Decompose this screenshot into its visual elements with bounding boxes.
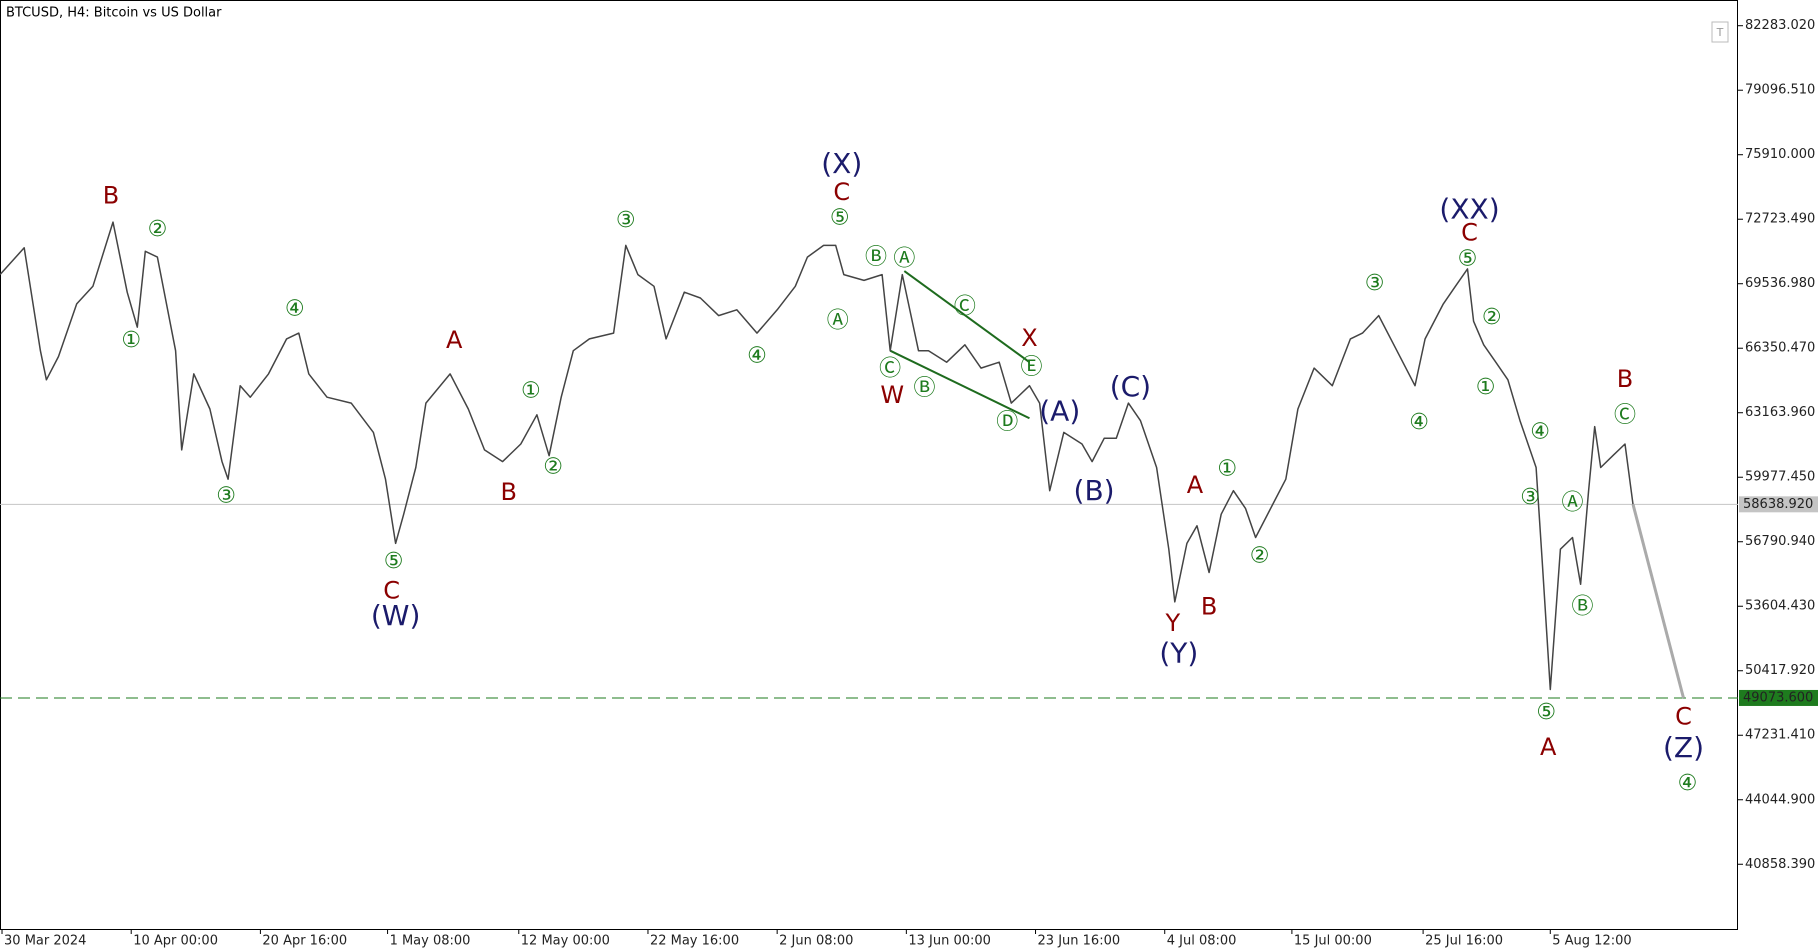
y-tick-label: 75910.000 (1745, 147, 1815, 162)
x-tick-label: 22 May 16:00 (650, 934, 739, 948)
wave-label: Ⓑ (914, 376, 936, 401)
x-tick-label: 25 Jul 16:00 (1425, 934, 1503, 948)
wave-label: ⑤ (1458, 246, 1478, 271)
wave-label: Ⓒ (879, 356, 901, 381)
wave-label: ③ (616, 208, 636, 233)
y-tick-label: 82283.020 (1745, 18, 1815, 33)
plot-frame (0, 0, 1738, 930)
x-tick-label: 5 Aug 12:00 (1552, 934, 1631, 948)
wave-label: (C) (1110, 370, 1151, 403)
wave-label: ⑤ (830, 205, 850, 230)
wave-label: ② (543, 454, 563, 479)
x-tick-label: 12 May 00:00 (521, 934, 610, 948)
wave-label: ① (1476, 375, 1496, 400)
wave-label: ③ (216, 484, 236, 509)
y-tick-label: 63163.960 (1745, 405, 1815, 420)
price-line-label: 58638.920 (1743, 497, 1813, 512)
wave-label: ② (1250, 543, 1270, 568)
wave-label: ① (1217, 457, 1237, 482)
wave-label: Y (1164, 609, 1180, 637)
wave-label: Ⓑ (865, 245, 887, 270)
wave-label: C (1461, 219, 1478, 247)
x-tick-label: 1 May 08:00 (390, 934, 471, 948)
x-tick-label: 15 Jul 00:00 (1294, 934, 1372, 948)
y-tick-label: 40858.390 (1745, 857, 1815, 872)
wave-label: B (1617, 365, 1633, 393)
y-tick-label: 53604.430 (1745, 599, 1815, 614)
wave-label: B (103, 181, 119, 209)
y-tick-label: 47231.410 (1745, 728, 1815, 743)
wave-label: ⑤ (384, 549, 404, 574)
wave-label: ② (1482, 305, 1502, 330)
wave-label: ⑤ (1536, 700, 1556, 725)
wave-label: ④ (1530, 419, 1550, 444)
x-tick-label: 13 Jun 00:00 (908, 934, 991, 948)
x-tick-label: 2 Jun 08:00 (779, 934, 853, 948)
y-tick-label: 79096.510 (1745, 83, 1815, 98)
y-tick-label: 66350.470 (1745, 341, 1815, 356)
price-line-box (1739, 496, 1818, 513)
wave-label: ① (121, 328, 141, 353)
y-tick-label: 56790.940 (1745, 534, 1815, 549)
wave-label: (A) (1039, 395, 1080, 428)
toolbar-icon-glyph: T (1716, 26, 1724, 39)
wave-label: Ⓒ (1614, 403, 1636, 428)
y-tick-label: 50417.920 (1745, 663, 1815, 678)
wave-label: (XX) (1439, 192, 1499, 225)
wave-label: (W) (371, 599, 421, 632)
wave-label: (Z) (1663, 731, 1704, 764)
wave-label: ③ (1365, 271, 1385, 296)
wave-label: Ⓐ (1561, 491, 1583, 516)
y-tick-label: 72723.490 (1745, 212, 1815, 227)
trendline (889, 349, 1030, 420)
toolbar-icon[interactable] (1711, 21, 1729, 43)
wave-label: Ⓓ (996, 410, 1018, 435)
wave-label: Ⓑ (1572, 595, 1594, 620)
wave-label: (B) (1074, 474, 1115, 507)
wave-label: Ⓐ (893, 246, 915, 271)
price-line-series (0, 221, 1634, 691)
wave-label: ④ (1409, 410, 1429, 435)
wave-label: ② (148, 217, 168, 242)
wave-label: ④ (285, 297, 305, 322)
wave-label: B (500, 478, 516, 506)
wave-label: C (833, 178, 850, 206)
wave-label: C (1675, 702, 1692, 730)
y-tick-label: 59977.450 (1745, 470, 1815, 485)
wave-label: Ⓐ (827, 308, 849, 333)
level-line-box (1739, 689, 1818, 706)
wave-label: A (1187, 471, 1204, 499)
y-tick-label: 44044.900 (1745, 792, 1815, 807)
wave-label: X (1021, 324, 1037, 352)
wave-label: ④ (1678, 771, 1698, 796)
wave-label: W (880, 381, 904, 409)
wave-label: ① (521, 379, 541, 404)
forecast-line (1631, 503, 1685, 699)
x-tick-label: 23 Jun 16:00 (1038, 934, 1121, 948)
wave-label: C (383, 576, 400, 604)
x-tick-label: 20 Apr 16:00 (262, 934, 347, 948)
wave-label: A (446, 326, 463, 354)
wave-label: (X) (821, 147, 862, 180)
wave-label: Ⓔ (1020, 355, 1042, 380)
wave-label: ④ (747, 343, 767, 368)
wave-label: B (1201, 593, 1217, 621)
x-tick-label: 10 Apr 00:00 (133, 934, 218, 948)
trendline (903, 270, 1031, 364)
wave-label: Ⓒ (954, 294, 976, 319)
chart-title: BTCUSD, H4: Bitcoin vs US Dollar (6, 6, 222, 21)
wave-label: (Y) (1159, 637, 1198, 670)
wave-label: ③ (1520, 485, 1540, 510)
x-tick-label: 4 Jul 08:00 (1167, 934, 1237, 948)
y-tick-label: 69536.980 (1745, 276, 1815, 291)
wave-label: A (1540, 733, 1557, 761)
x-tick-label: 30 Mar 2024 (4, 934, 86, 948)
level-line-label: 49073.600 (1743, 690, 1813, 705)
